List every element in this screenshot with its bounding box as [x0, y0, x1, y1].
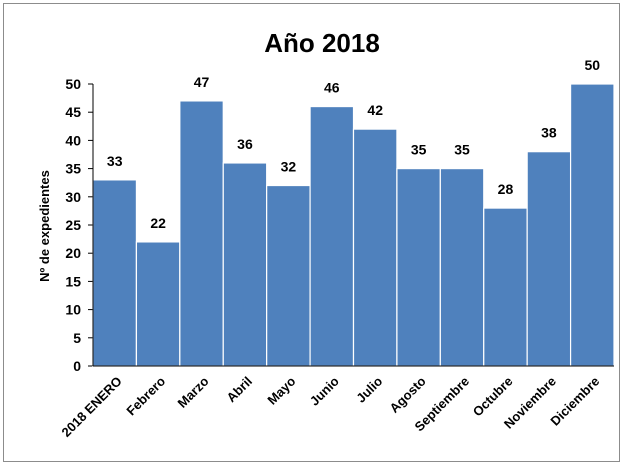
data-label: 42 — [367, 102, 383, 118]
x-tick-label: Abril — [224, 374, 256, 406]
y-tick-label: 25 — [65, 217, 81, 233]
bar — [266, 184, 311, 367]
bar — [179, 100, 224, 367]
x-tick-label: Febrero — [123, 373, 168, 418]
chart-title: Año 2018 — [264, 28, 380, 58]
bar — [526, 151, 572, 367]
bars — [92, 83, 615, 367]
bar — [439, 168, 485, 367]
x-tick-label: Julio — [353, 373, 385, 405]
bar — [352, 128, 398, 367]
y-tick-label: 40 — [65, 132, 81, 148]
x-tick-label: 2018 ENERO — [59, 374, 125, 440]
data-label: 50 — [585, 57, 601, 73]
x-tick-label: Agosto — [386, 373, 428, 415]
y-tick-label: 35 — [65, 161, 81, 177]
y-tick-label: 50 — [65, 76, 81, 92]
y-tick-label: 30 — [65, 189, 81, 205]
data-label: 38 — [541, 125, 557, 141]
data-label: 35 — [454, 142, 470, 158]
x-tick-label: Mayo — [264, 373, 298, 407]
data-label: 47 — [194, 74, 210, 90]
bar — [92, 179, 138, 367]
y-tick-label: 45 — [65, 104, 81, 120]
x-tick-label: Marzo — [174, 373, 211, 410]
bar — [569, 83, 615, 367]
bar — [396, 168, 441, 367]
data-label: 28 — [498, 181, 514, 197]
data-label: 36 — [237, 136, 253, 152]
data-label: 46 — [324, 80, 340, 96]
y-tick-label: 10 — [65, 302, 81, 318]
bar — [309, 105, 355, 367]
y-tick-label: 0 — [73, 358, 81, 374]
bar — [483, 207, 528, 367]
bar — [135, 241, 181, 367]
bar — [222, 162, 268, 367]
y-tick-label: 5 — [73, 330, 81, 346]
data-label: 32 — [281, 159, 297, 175]
y-axis-label: Nº de expedientes — [37, 170, 52, 282]
x-tick-label: Junio — [307, 373, 342, 408]
data-label: 33 — [107, 153, 123, 169]
data-label: 22 — [150, 215, 166, 231]
y-tick-label: 15 — [65, 273, 81, 289]
data-labels: 33 22 47 36 32 46 42 35 35 28 38 50 — [107, 57, 600, 231]
data-label: 35 — [411, 142, 427, 158]
y-axis-ticks: 0 5 10 15 20 25 30 35 40 45 50 — [65, 76, 93, 374]
y-tick-label: 20 — [65, 245, 81, 261]
